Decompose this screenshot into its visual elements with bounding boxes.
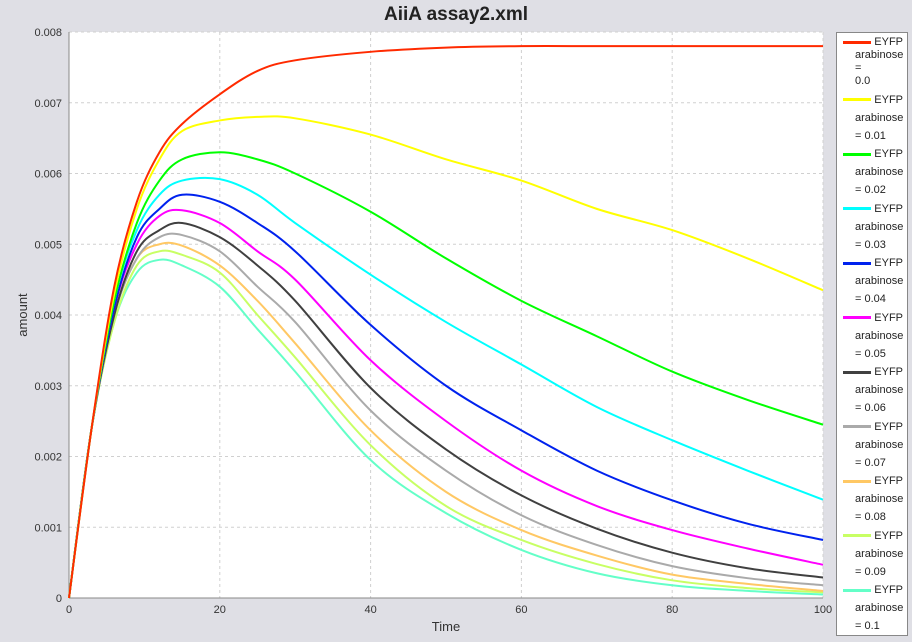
legend-label: EYFP: [874, 475, 903, 487]
y-tick-label: 0.006: [34, 169, 62, 181]
legend-label: = 0.08: [855, 511, 886, 523]
legend-item: EYFP arabinose = 0.08: [837, 469, 907, 524]
x-tick-label: 100: [814, 604, 832, 616]
legend-item: EYFP arabinose = 0.1: [837, 578, 907, 633]
x-tick-label: 0: [66, 604, 72, 616]
legend-label: arabinose: [855, 49, 904, 61]
legend-label: = 0.01: [855, 129, 886, 142]
legend-label: EYFP: [874, 36, 903, 48]
y-tick-label: 0.002: [34, 452, 62, 464]
x-tick-label: 60: [515, 604, 527, 616]
legend-label: EYFP: [874, 529, 903, 542]
legend-label: arabinose: [855, 493, 904, 505]
legend-label: EYFP: [874, 93, 903, 106]
legend-label: EYFP: [874, 311, 903, 324]
legend-label: EYFP: [874, 202, 903, 215]
y-tick-label: 0.007: [34, 98, 62, 110]
legend-label: arabinose: [855, 220, 904, 233]
legend-label: = 0.02: [855, 184, 886, 196]
legend-swatch: [843, 316, 871, 319]
legend-item: EYFP arabinose = 0.04: [837, 251, 907, 306]
legend-label: EYFP: [874, 257, 903, 269]
legend-label: arabinose: [855, 275, 904, 287]
legend-label: = 0.03: [855, 238, 886, 251]
series-line: [68, 151, 824, 599]
legend-label: arabinose: [855, 438, 904, 451]
y-tick-label: 0.008: [34, 27, 62, 39]
legend-label: EYFP: [874, 420, 903, 433]
legend-label: = 0.04: [855, 293, 886, 305]
legend-item: EYFP arabinose = 0.07: [837, 415, 907, 470]
legend-item: EYFP arabinose = 0.03: [837, 197, 907, 252]
series-line: [68, 45, 823, 599]
x-axis-label: Time: [432, 619, 460, 634]
legend-label: =: [855, 62, 862, 74]
series-line: [68, 249, 824, 599]
legend-label: arabinose: [855, 166, 904, 178]
legend-swatch: [843, 41, 871, 44]
series-line: [68, 221, 824, 599]
y-tick-label: 0: [56, 593, 62, 605]
series-line: [68, 115, 824, 599]
legend-swatch: [843, 207, 871, 210]
x-tick-label: 20: [214, 604, 226, 616]
legend-swatch: [843, 370, 871, 374]
legend-label: 0.0: [855, 75, 871, 87]
legend-swatch: [843, 425, 871, 428]
x-tick-label: 40: [364, 604, 376, 616]
legend-label: arabinose: [855, 329, 904, 342]
legend-label: EYFP: [874, 366, 903, 378]
y-tick-label: 0.005: [34, 239, 62, 251]
chart-title: AiiA assay2.xml: [384, 4, 528, 25]
legend-swatch: [843, 152, 871, 156]
legend: EYFP arabinose = 0.0 EYFP arabinose = 0.01 EYFP…: [836, 32, 908, 636]
legend-label: EYFP: [874, 584, 903, 596]
legend-item: EYFP arabinose = 0.01: [837, 88, 907, 143]
legend-label: arabinose: [855, 111, 904, 124]
legend-item: EYFP arabinose = 0.09: [837, 524, 907, 579]
legend-swatch: [843, 588, 871, 592]
legend-item: EYFP arabinose = 0.0: [837, 33, 907, 88]
legend-label: EYFP: [874, 148, 903, 160]
legend-item: EYFP arabinose = 0.02: [837, 142, 907, 197]
legend-swatch: [843, 98, 871, 101]
legend-label: = 0.05: [855, 347, 886, 360]
legend-label: = 0.1: [855, 620, 880, 632]
y-tick-label: 0.003: [34, 381, 62, 393]
y-tick-label: 0.004: [34, 310, 62, 322]
y-axis-label: amount: [15, 293, 30, 337]
legend-swatch: [843, 479, 871, 483]
legend-label: = 0.07: [855, 456, 886, 469]
legend-label: = 0.09: [855, 565, 886, 578]
legend-label: arabinose: [855, 384, 904, 396]
legend-label: arabinose: [855, 547, 904, 560]
legend-label: = 0.06: [855, 402, 886, 414]
y-tick-label: 0.001: [34, 522, 62, 534]
legend-item: EYFP arabinose = 0.06: [837, 360, 907, 415]
series-line: [68, 193, 824, 599]
legend-label: arabinose: [855, 602, 904, 614]
legend-swatch: [843, 261, 871, 265]
legend-item: EYFP arabinose = 0.05: [837, 306, 907, 361]
legend-swatch: [843, 534, 871, 537]
x-tick-label: 80: [666, 604, 678, 616]
